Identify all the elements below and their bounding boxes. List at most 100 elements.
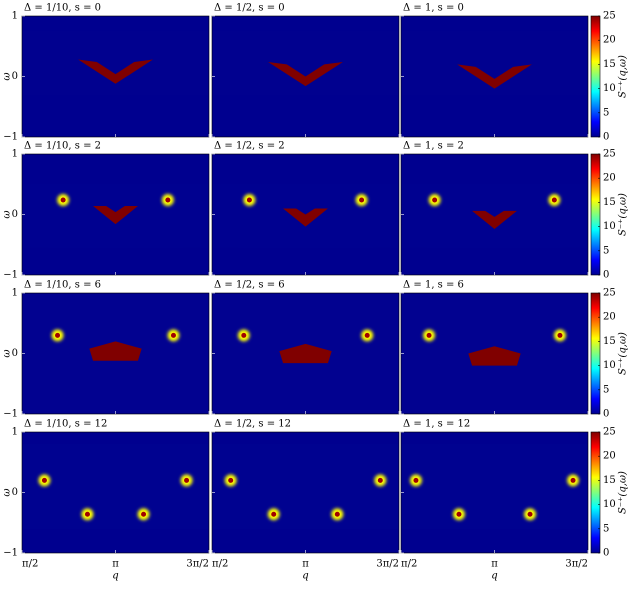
y-tick-label: 0 <box>12 209 18 220</box>
spot-core <box>557 332 563 338</box>
spot-core <box>377 477 383 483</box>
glow-core <box>437 485 552 518</box>
colorbar <box>590 153 601 276</box>
colorbar <box>590 431 601 554</box>
y-axis-label: ω <box>2 349 13 357</box>
panel-background <box>401 432 588 553</box>
spot-core <box>228 477 234 483</box>
glow-core <box>401 39 588 78</box>
heatmap-panel <box>212 154 399 275</box>
colorbar <box>590 292 601 415</box>
colorbar-label: S⁻⁺(q,ω) <box>618 471 629 514</box>
panel-title: Δ = 1/2, s = 12 <box>214 419 291 430</box>
colorbar-tick-label: 25 <box>603 11 616 22</box>
heatmap-panel <box>401 432 588 553</box>
colorbar-tick-label: 0 <box>603 548 609 559</box>
hot-region <box>268 61 343 87</box>
colorbar-label: S⁻⁺(q,ω) <box>618 55 629 98</box>
glow-core <box>22 456 209 518</box>
spot-core <box>141 511 147 517</box>
spot-core <box>241 332 247 338</box>
y-tick-label: −1 <box>3 132 18 143</box>
glow-core <box>22 314 209 366</box>
panel-title: Δ = 1/10, s = 12 <box>24 419 107 430</box>
colorbar-tick-label: 20 <box>603 312 616 323</box>
spot-core <box>527 511 533 517</box>
spot-core <box>456 511 462 517</box>
heatmap-panel <box>22 293 209 414</box>
glow-core <box>212 192 399 222</box>
hot-core <box>283 208 328 227</box>
spot-core <box>60 197 66 203</box>
glow-core <box>401 456 588 518</box>
spot-core <box>359 197 365 203</box>
hot-core <box>468 346 521 366</box>
y-tick-label: 1 <box>12 288 18 299</box>
panel-title: Δ = 1/10, s = 6 <box>24 280 101 291</box>
spot-core <box>55 332 61 338</box>
hot-core <box>472 210 517 230</box>
panel-title: Δ = 1/10, s = 2 <box>24 141 101 152</box>
colorbar-tick-label: 15 <box>603 475 616 486</box>
spot-core <box>41 477 47 483</box>
panel-title: Δ = 1, s = 12 <box>403 419 470 430</box>
hot-core <box>268 61 343 87</box>
spot-core <box>165 197 171 203</box>
colorbar-tick-label: 10 <box>603 83 616 94</box>
colorbar-tick-label: 20 <box>603 173 616 184</box>
y-tick-label: 1 <box>12 149 18 160</box>
spot-core <box>170 332 176 338</box>
colorbar-tick-label: 5 <box>603 107 609 118</box>
panel-title: Δ = 1, s = 2 <box>403 141 464 152</box>
x-axis-label: q <box>112 571 118 582</box>
panel-title: Δ = 1/2, s = 6 <box>214 280 285 291</box>
x-axis-label: q <box>302 571 308 582</box>
x-tick-label: π/2 <box>22 559 38 570</box>
y-axis-label: ω <box>2 488 13 496</box>
hot-region <box>457 64 532 89</box>
colorbar-label: S⁻⁺(q,ω) <box>618 193 629 236</box>
y-tick-label: 1 <box>12 427 18 438</box>
panel-title: Δ = 1/2, s = 2 <box>214 141 285 152</box>
heatmap-panel <box>401 154 588 275</box>
hot-region <box>89 341 142 361</box>
x-tick-label: π <box>112 559 119 570</box>
colorbar-tick-label: 0 <box>603 409 609 420</box>
panel-title: Δ = 1, s = 6 <box>403 280 464 291</box>
x-tick-label: π <box>491 559 498 570</box>
x-tick-label: 3π/2 <box>565 559 588 570</box>
glow-core <box>212 456 399 518</box>
y-tick-label: 0 <box>12 71 18 82</box>
heatmap-panel <box>212 16 399 137</box>
hot-region <box>472 210 517 230</box>
glow-core <box>212 314 399 366</box>
heatmap-panel <box>22 16 209 137</box>
colorbar-tick-label: 5 <box>603 245 609 256</box>
y-tick-label: −1 <box>3 409 18 420</box>
colorbar-tick-label: 10 <box>603 499 616 510</box>
y-tick-label: 0 <box>12 487 18 498</box>
colorbar-tick-label: 15 <box>603 336 616 347</box>
spot-core <box>426 332 432 338</box>
glow-core <box>39 213 192 240</box>
colorbar-tick-label: 20 <box>603 35 616 46</box>
glow-core <box>418 213 571 240</box>
spot-core <box>551 197 557 203</box>
spot-core <box>334 511 340 517</box>
colorbar-tick-label: 15 <box>603 197 616 208</box>
x-tick-label: 3π/2 <box>376 559 399 570</box>
y-axis-label: ω <box>2 72 13 80</box>
spot-core <box>246 197 252 203</box>
hot-core <box>279 343 332 364</box>
colorbar-tick-label: 25 <box>603 149 616 160</box>
hot-region <box>279 343 332 364</box>
y-tick-label: −1 <box>3 548 18 559</box>
spot-core <box>432 197 438 203</box>
spot-core <box>271 511 277 517</box>
glow-core <box>58 485 173 518</box>
y-axis-label: ω <box>2 210 13 218</box>
colorbar-tick-label: 0 <box>603 270 609 281</box>
y-tick-label: −1 <box>3 270 18 281</box>
panel-background <box>22 432 209 553</box>
